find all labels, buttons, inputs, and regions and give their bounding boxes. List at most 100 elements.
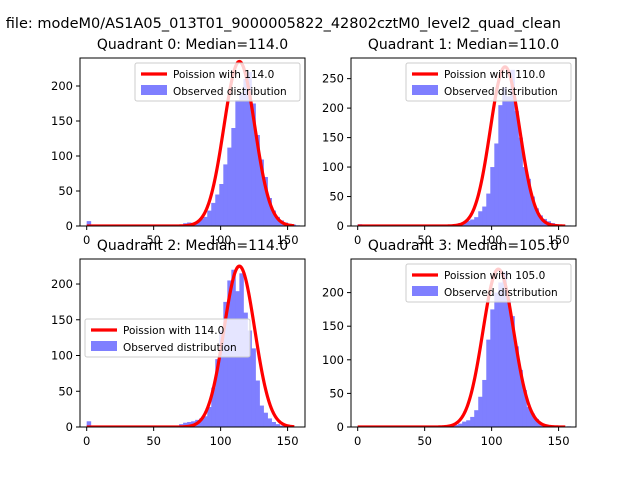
x-tick-label: 50 (417, 434, 432, 448)
y-tick-label: 200 (51, 79, 73, 93)
y-tick-label: 150 (51, 313, 73, 327)
subplot-title: Quadrant 3: Median=105.0 (368, 238, 559, 254)
hist-bar (203, 216, 208, 226)
poisson-curve (357, 267, 566, 427)
y-tick-label: 50 (329, 190, 344, 204)
y-tick-label: 150 (51, 114, 73, 128)
legend: Poission with 105.0 Observed distribution (405, 263, 572, 303)
hist-bar (187, 421, 192, 427)
hist-bar (247, 330, 252, 427)
subplot-title: Quadrant 2: Median=114.0 (97, 238, 288, 254)
hist-bar (251, 103, 256, 226)
hist-bar (215, 194, 220, 226)
hist-bar (514, 111, 519, 226)
hist-bar (231, 128, 236, 226)
x-tick-label: 50 (146, 233, 161, 247)
hist-bar (239, 93, 244, 226)
y-tick-label: 200 (322, 286, 344, 300)
hist-bar (259, 159, 264, 226)
hist-bar (518, 137, 523, 226)
hist-bar (538, 215, 543, 226)
subplot-quadrant-0: 0 50 100 150 0 50 100 150 200 Quadrant 0: Median=… (51, 37, 306, 247)
axes-frame (350, 258, 577, 428)
x-tick-label: 150 (548, 233, 570, 247)
x-tick-label: 100 (210, 434, 232, 448)
legend-label-observed: Observed distribution (444, 287, 558, 299)
hist-bar (498, 105, 503, 226)
hist-bar (510, 69, 515, 226)
hist-bar (203, 416, 208, 427)
poisson-curve (86, 59, 295, 226)
x-tick-label: 100 (481, 434, 503, 448)
figure-suptitle: n file: modeM0/AS1A05_013T01_9000005822_… (0, 16, 561, 32)
hist-bar (211, 387, 216, 427)
hist-bar (526, 406, 531, 427)
hist-bar (227, 147, 232, 226)
hist-bar (470, 219, 475, 226)
hist-bar (502, 272, 507, 427)
hist-bar (271, 421, 276, 427)
hist-bar (474, 410, 479, 427)
subplot-quadrant-3: 0 50 100 150 0 50 100 150 200 Quadrant 3: Median=… (322, 238, 577, 448)
hist-bar (86, 421, 92, 427)
legend-label-observed: Observed distribution (444, 86, 558, 98)
hist-bar (243, 312, 248, 427)
poisson-curve (357, 65, 566, 226)
legend-label-poisson: Poission with 114.0 (123, 325, 224, 337)
hist-bar (454, 424, 459, 427)
legend: Poission with 114.0 Observed distribution (84, 318, 251, 358)
hist-bar (219, 330, 224, 427)
hist-bar (263, 412, 268, 427)
x-tick-label: 0 (354, 434, 361, 448)
hist-bar (235, 100, 240, 226)
hist-bar (522, 390, 527, 427)
hist-bar (494, 292, 499, 427)
legend-box (405, 263, 572, 303)
hist-bar (482, 379, 487, 427)
hist-bar (506, 96, 511, 226)
hist-bar (271, 210, 276, 226)
hist-bar (502, 87, 507, 226)
hist-bar (223, 301, 228, 427)
y-tick-label: 250 (322, 72, 344, 86)
hist-bar (251, 348, 256, 427)
subplot-title: Quadrant 0: Median=114.0 (97, 37, 288, 53)
hist-bar (223, 164, 228, 226)
x-tick-label: 50 (146, 434, 161, 448)
x-tick-label: 150 (277, 233, 299, 247)
hist-bar (470, 416, 475, 427)
subplot-quadrant-2: 0 50 100 150 0 50 100 150 200 Quadrant 2: Median=… (51, 238, 306, 448)
hist-bar (510, 316, 515, 427)
hist-bar (530, 196, 535, 226)
plot-area (357, 65, 572, 226)
x-tick-label: 50 (417, 233, 432, 247)
legend-label-observed: Observed distribution (123, 342, 237, 354)
y-tick-label: 0 (337, 219, 344, 233)
hist-bar (486, 339, 491, 427)
hist-bar (506, 299, 511, 427)
hist-bar (498, 282, 503, 427)
x-tick-label: 100 (210, 233, 232, 247)
y-tick-label: 100 (51, 349, 73, 363)
y-tick-label: 50 (329, 386, 344, 400)
y-tick-label: 150 (322, 319, 344, 333)
subplot-title: Quadrant 1: Median=110.0 (368, 37, 559, 53)
hist-bar (466, 220, 471, 226)
plot-area (86, 59, 301, 226)
y-tick-label: 50 (58, 384, 73, 398)
hist-bar (474, 217, 479, 226)
y-tick-label: 200 (51, 277, 73, 291)
legend-bar-swatch (412, 286, 438, 296)
legend: Poission with 114.0 Observed distribution (134, 62, 301, 102)
legend-box (84, 318, 251, 358)
legend-box (134, 62, 301, 102)
hist-bar (267, 198, 272, 226)
legend-bar-swatch (91, 341, 117, 351)
y-tick-label: 0 (337, 420, 344, 434)
x-tick-label: 0 (83, 233, 90, 247)
hist-bar (458, 423, 463, 427)
hist-bar (486, 193, 491, 226)
x-tick-label: 0 (354, 233, 361, 247)
hist-bar (466, 420, 471, 427)
hist-bar (255, 135, 260, 226)
